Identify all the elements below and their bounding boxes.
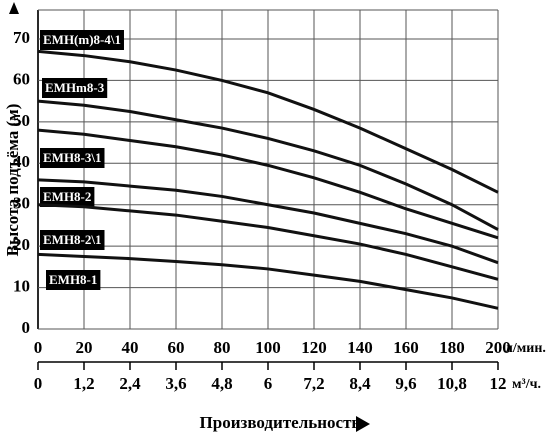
curve <box>37 128 499 240</box>
x2-unit: м³/ч. <box>512 377 541 392</box>
x-tick-label: 0 <box>34 338 43 357</box>
legend-label: EMH(m)8-4\1 <box>43 32 121 47</box>
x-tick-label: 160 <box>393 338 419 357</box>
x2-tick-label: 0 <box>34 374 43 393</box>
legend-label: EMH8-2 <box>43 189 91 204</box>
x2-tick-label: 3,6 <box>165 374 186 393</box>
x-tick-label: 20 <box>76 338 93 357</box>
y-tick-label: 50 <box>13 111 30 130</box>
x-tick-label: 100 <box>255 338 281 357</box>
y-axis-label: Высота подъёма (м) <box>3 104 22 257</box>
legend-box <box>40 230 105 250</box>
y-tick-label: 60 <box>13 69 30 88</box>
curve <box>37 178 499 265</box>
x2-tick-label: 12 <box>490 374 507 393</box>
x2-tick-label: 2,4 <box>119 374 141 393</box>
x2-tick-label: 6 <box>264 374 273 393</box>
x-tick-label: 120 <box>301 338 327 357</box>
y-tick-label: 10 <box>13 276 30 295</box>
x-axis-label: Производительность <box>200 413 361 432</box>
legend-label: EMH8-2\1 <box>43 232 102 247</box>
x-arrow <box>356 416 370 432</box>
legend-box <box>46 270 101 290</box>
x-tick-label: 80 <box>214 338 231 357</box>
curve <box>37 203 499 281</box>
y-tick-label: 70 <box>13 28 30 47</box>
legend-label: EMH8-1 <box>49 272 97 287</box>
legend-box <box>40 30 124 50</box>
x2-tick-label: 9,6 <box>395 374 416 393</box>
legend-box <box>40 187 95 207</box>
x-tick-label: 140 <box>347 338 373 357</box>
y-arrow <box>9 2 19 14</box>
x-tick-label: 180 <box>439 338 465 357</box>
legend-box <box>42 78 108 98</box>
curve <box>37 99 499 231</box>
y-tick-label: 40 <box>13 152 30 171</box>
x2-tick-label: 10,8 <box>437 374 467 393</box>
y-tick-label: 30 <box>13 194 30 213</box>
y-tick-label: 20 <box>13 235 30 254</box>
x2-tick-label: 7,2 <box>303 374 324 393</box>
x2-tick-label: 4,8 <box>211 374 232 393</box>
x-unit: л/мин. <box>505 341 546 356</box>
x-tick-label: 40 <box>122 338 139 357</box>
curve <box>37 49 499 194</box>
x-tick-label: 200 <box>485 338 511 357</box>
legend-box <box>40 148 105 168</box>
x2-tick-label: 8,4 <box>349 374 371 393</box>
legend-label: EMH8-3\1 <box>43 150 102 165</box>
legend-label: EMHm8-3 <box>45 80 105 95</box>
curve <box>37 252 499 310</box>
y-tick-label: 0 <box>22 318 31 337</box>
x2-tick-label: 1,2 <box>73 374 94 393</box>
x-tick-label: 60 <box>168 338 185 357</box>
